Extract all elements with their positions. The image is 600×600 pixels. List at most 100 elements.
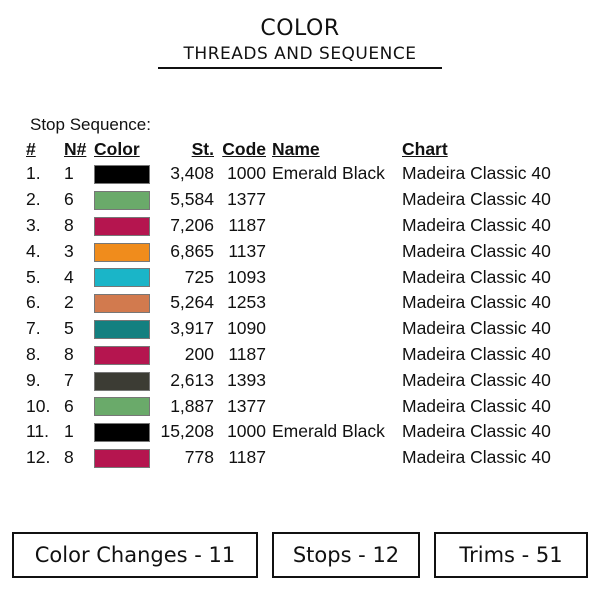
color-cell (94, 367, 156, 393)
stitch-count: 3,917 (170, 318, 214, 339)
table-row: 9. 7 2,613 1393 Madeira Classic 40 (26, 367, 551, 393)
row-number: 6. (26, 292, 41, 313)
thread-code: 1187 (228, 447, 266, 468)
row-number: 9. (26, 369, 41, 390)
col-number: # (26, 138, 36, 159)
table-row: 10. 6 1,887 1377 Madeira Classic 40 (26, 393, 551, 419)
color-cell (94, 290, 156, 316)
thread-chart: Madeira Classic 40 (402, 421, 551, 442)
color-swatch (94, 345, 150, 365)
thread-code: 1090 (227, 318, 266, 339)
thread-code: 1377 (227, 189, 266, 210)
stitch-count: 7,206 (170, 214, 214, 235)
color-cell (94, 161, 156, 187)
thread-name (272, 316, 402, 342)
color-cell (94, 316, 156, 342)
row-number: 3. (26, 214, 41, 235)
row-number: 8. (26, 343, 41, 364)
col-chart: Chart (402, 138, 448, 159)
needle-number: 2 (64, 292, 74, 313)
needle-number: 8 (64, 214, 74, 235)
thread-name (272, 238, 402, 264)
stops-box: Stops - 12 (272, 532, 420, 578)
stitch-count: 2,613 (170, 369, 214, 390)
col-name: Name (272, 138, 320, 159)
stitch-count: 1,887 (170, 395, 214, 416)
row-number: 12. (26, 447, 51, 468)
needle-number: 6 (64, 395, 74, 416)
thread-chart: Madeira Classic 40 (402, 447, 551, 468)
needle-number: 8 (64, 447, 74, 468)
needle-number: 3 (64, 240, 74, 261)
row-number: 4. (26, 240, 41, 261)
col-code: Code (222, 138, 266, 159)
color-cell (94, 264, 156, 290)
thread-name (272, 264, 402, 290)
thread-code: 1393 (227, 369, 266, 390)
thread-chart: Madeira Classic 40 (402, 318, 551, 339)
needle-number: 1 (64, 163, 74, 184)
thread-name: Emerald Black (272, 421, 385, 442)
stitch-count: 725 (184, 266, 214, 287)
thread-code: 1253 (227, 292, 266, 313)
needle-number: 6 (64, 189, 74, 210)
stitch-count: 15,208 (160, 421, 214, 442)
stitch-count: 3,408 (170, 163, 214, 184)
table-row: 3. 8 7,206 1187 Madeira Classic 40 (26, 213, 551, 239)
stitch-count: 200 (184, 343, 214, 364)
table-row: 12. 8 778 1187 Madeira Classic 40 (26, 445, 551, 471)
thread-name (272, 445, 402, 471)
stop-sequence-label: Stop Sequence: (30, 115, 151, 134)
thread-name: Emerald Black (272, 163, 385, 184)
thread-code: 1377 (227, 395, 266, 416)
color-cell (94, 419, 156, 445)
table-row: 11. 1 15,208 1000 Emerald Black Madeira Class… (26, 419, 551, 445)
table-row: 8. 8 200 1187 Madeira Classic 40 (26, 342, 551, 368)
thread-chart: Madeira Classic 40 (402, 214, 551, 235)
row-number: 5. (26, 266, 41, 287)
thread-name (272, 342, 402, 368)
stitch-count: 5,264 (170, 292, 214, 313)
color-cell (94, 238, 156, 264)
needle-number: 1 (64, 421, 74, 442)
thread-chart: Madeira Classic 40 (402, 369, 551, 390)
thread-name (272, 290, 402, 316)
stitch-count: 778 (184, 447, 214, 468)
color-swatch (94, 423, 150, 443)
stitch-count: 6,865 (170, 240, 214, 261)
color-swatch (94, 268, 150, 288)
table-row: 5. 4 725 1093 Madeira Classic 40 (26, 264, 551, 290)
needle-number: 4 (64, 266, 74, 287)
row-number: 11. (26, 421, 50, 442)
needle-number: 7 (64, 369, 74, 390)
thread-name (272, 187, 402, 213)
color-cell (94, 393, 156, 419)
table-row: 2. 6 5,584 1377 Madeira Classic 40 (26, 187, 551, 213)
color-swatch (94, 165, 150, 185)
thread-code: 1000 (227, 421, 266, 442)
page-title: COLOR (260, 16, 340, 41)
thread-chart: Madeira Classic 40 (402, 395, 551, 416)
color-changes-box: Color Changes - 11 (12, 532, 258, 578)
color-swatch (94, 397, 150, 417)
color-swatch (94, 191, 150, 211)
trims-box: Trims - 51 (434, 532, 588, 578)
thread-code: 1187 (228, 214, 266, 235)
thread-name (272, 393, 402, 419)
col-needle: N# (64, 138, 87, 159)
color-cell (94, 187, 156, 213)
row-number: 2. (26, 189, 41, 210)
color-swatch (94, 216, 150, 236)
thread-chart: Madeira Classic 40 (402, 240, 551, 261)
thread-code: 1093 (227, 266, 266, 287)
needle-number: 5 (64, 318, 74, 339)
row-number: 7. (26, 318, 41, 339)
thread-code: 1137 (228, 240, 266, 261)
col-color: Color (94, 138, 140, 159)
col-stitches: St. (191, 138, 214, 159)
table-row: 7. 5 3,917 1090 Madeira Classic 40 (26, 316, 551, 342)
page-subtitle: THREADS AND SEQUENCE (158, 44, 442, 69)
thread-chart: Madeira Classic 40 (402, 343, 551, 364)
stitch-count: 5,584 (170, 189, 214, 210)
